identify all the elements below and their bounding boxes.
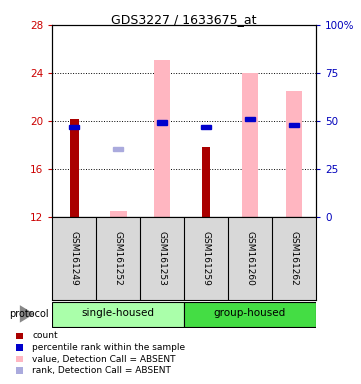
Text: GSM161259: GSM161259 (201, 231, 210, 286)
Bar (202, 147, 210, 217)
Bar (201, 125, 211, 129)
Text: GSM161260: GSM161260 (245, 231, 255, 286)
Polygon shape (20, 305, 34, 323)
Bar (289, 123, 299, 127)
FancyBboxPatch shape (184, 303, 316, 327)
Bar (157, 120, 167, 124)
Text: GDS3227 / 1633675_at: GDS3227 / 1633675_at (111, 13, 257, 26)
FancyBboxPatch shape (52, 303, 184, 327)
Bar (110, 211, 127, 217)
Bar (113, 147, 123, 151)
Text: GSM161262: GSM161262 (290, 231, 299, 286)
Bar (286, 91, 302, 217)
Bar (69, 125, 79, 129)
Text: value, Detection Call = ABSENT: value, Detection Call = ABSENT (32, 354, 176, 364)
Text: group-housed: group-housed (214, 308, 286, 318)
Bar (242, 73, 258, 217)
Text: GSM161249: GSM161249 (70, 231, 79, 286)
Bar (70, 119, 79, 217)
Bar (245, 117, 255, 121)
Text: single-housed: single-housed (82, 308, 155, 318)
Text: protocol: protocol (9, 309, 49, 319)
Text: GSM161252: GSM161252 (114, 231, 123, 286)
Text: percentile rank within the sample: percentile rank within the sample (32, 343, 186, 352)
Text: count: count (32, 331, 58, 341)
Text: GSM161253: GSM161253 (158, 231, 167, 286)
Text: rank, Detection Call = ABSENT: rank, Detection Call = ABSENT (32, 366, 171, 375)
Bar (154, 60, 170, 217)
